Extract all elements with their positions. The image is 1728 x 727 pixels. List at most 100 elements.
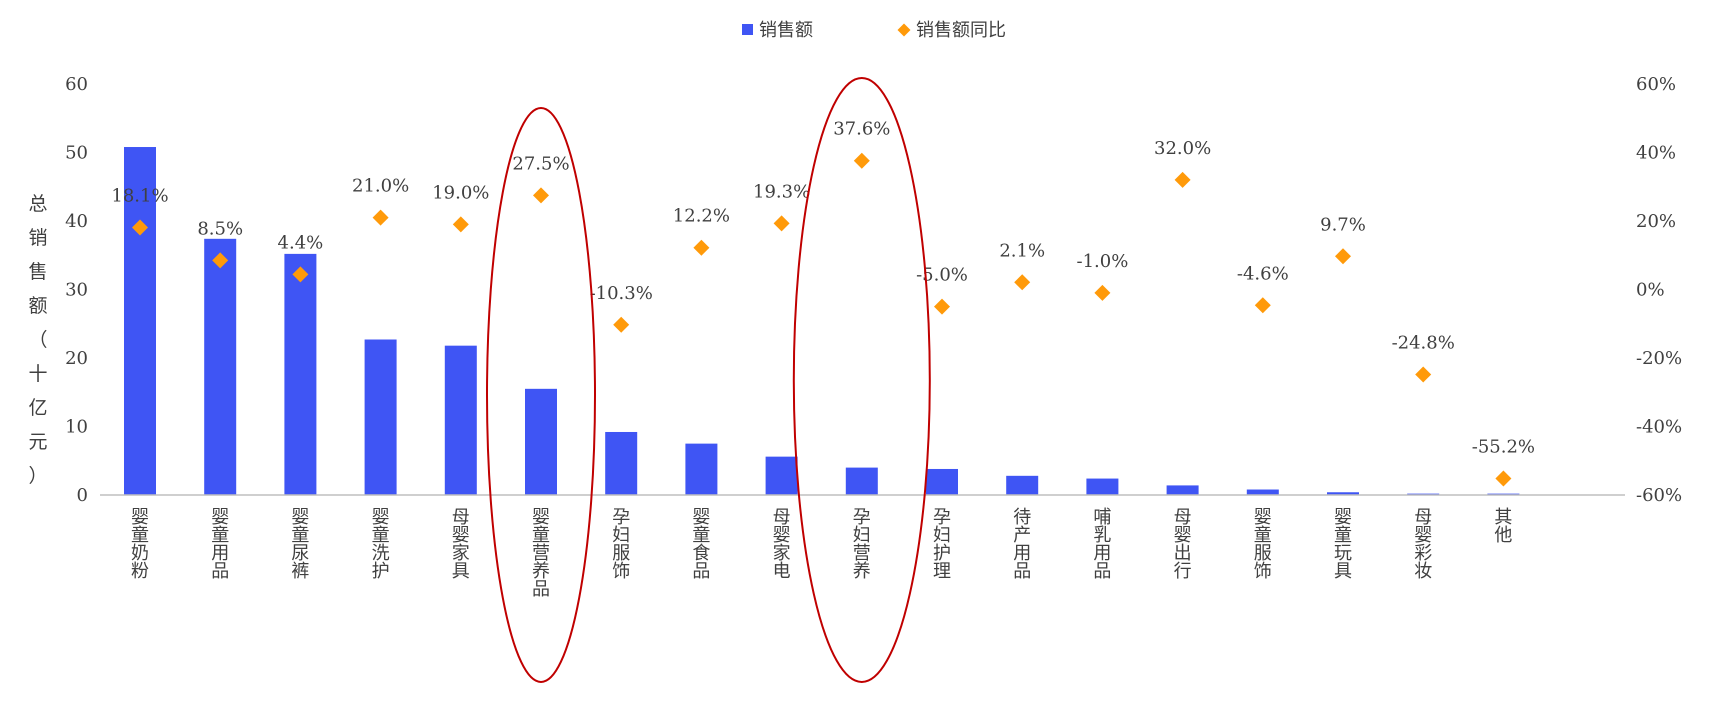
- category-label: 婴童服饰: [1254, 507, 1272, 582]
- category-label: 孕妇护理: [933, 507, 951, 582]
- y-tick-label: 20: [65, 348, 88, 369]
- highlight-ellipse: [486, 107, 596, 683]
- bar: [685, 443, 718, 495]
- bar: [444, 345, 477, 495]
- legend-label-sales: 销售额: [759, 20, 813, 41]
- bar: [124, 147, 156, 495]
- yoy-point: [853, 152, 870, 169]
- category-label: 婴童用品: [211, 507, 229, 582]
- yoy-point: [533, 187, 549, 204]
- yoy-point: [212, 252, 229, 269]
- y-axis-title-char: 售: [28, 261, 47, 283]
- y2-tick-label: -20%: [1636, 348, 1682, 369]
- yoy-point: [1335, 248, 1351, 265]
- bar: [1006, 475, 1039, 495]
- category-label: 婴童尿裤: [291, 507, 309, 582]
- y-tick-label: 50: [65, 143, 88, 164]
- category-label: 其他: [1494, 507, 1512, 546]
- category-label: 婴童营养品: [532, 507, 550, 600]
- y2-tick-label: 40%: [1636, 143, 1676, 164]
- bar: [926, 468, 958, 495]
- yoy-data-label: -1.0%: [1076, 251, 1128, 272]
- yoy-point: [1495, 470, 1512, 487]
- y-axis-title-char: ）: [28, 465, 47, 487]
- bar: [605, 431, 638, 495]
- bar: [364, 339, 397, 495]
- y2-tick-label: 0%: [1636, 280, 1665, 301]
- y-tick-label: 40: [65, 211, 88, 232]
- y-axis-right-ticks: -60% -40% -20% 0% 20% 40% 60%: [1636, 74, 1682, 506]
- yoy-point: [292, 266, 309, 283]
- bar: [765, 456, 798, 495]
- yoy-data-label: 9.7%: [1320, 214, 1366, 235]
- yoy-data-label: -4.6%: [1237, 263, 1289, 284]
- y-tick-label: 0: [77, 485, 88, 506]
- y-axis-title-char: 总: [28, 193, 47, 215]
- highlight-ellipse: [792, 77, 931, 683]
- yoy-point: [1094, 284, 1111, 301]
- legend-swatch-yoy: [897, 23, 911, 37]
- yoy-point: [934, 298, 950, 315]
- yoy-point: [613, 316, 630, 333]
- category-label: 母婴家电: [773, 507, 791, 582]
- yoy-data-label: 18.1%: [111, 186, 168, 207]
- yoy-data-label: 4.4%: [278, 232, 324, 253]
- bar: [1166, 485, 1199, 495]
- yoy-point: [693, 239, 710, 256]
- y-axis-title-char: 元: [28, 431, 47, 453]
- bar: [1086, 478, 1119, 495]
- bar: [845, 467, 878, 495]
- bar: [284, 253, 317, 495]
- y-axis-left-ticks: 0 10 20 30 40 50 60: [65, 74, 88, 506]
- bar: [1327, 492, 1359, 495]
- category-label: 孕妇营养: [853, 507, 871, 582]
- category-label: 母婴彩妆: [1414, 507, 1432, 582]
- y-axis-title-char: 十: [28, 363, 47, 385]
- yoy-data-label: 37.6%: [833, 119, 890, 140]
- yoy-data-label: 32.0%: [1154, 138, 1211, 159]
- yoy-point: [452, 216, 469, 233]
- y-axis-title-char: 亿: [28, 397, 47, 419]
- y-axis-title-char: 销: [28, 227, 47, 249]
- yoy-data-label: 21.0%: [352, 176, 409, 197]
- category-label: 母婴家具: [452, 507, 470, 582]
- yoy-data-label: 19.0%: [432, 182, 489, 203]
- legend-label-yoy: 销售额同比: [916, 20, 1006, 41]
- category-label: 待产用品: [1013, 507, 1031, 582]
- bar: [1246, 489, 1279, 495]
- y2-tick-label: 20%: [1636, 211, 1676, 232]
- yoy-data-labels: 18.1% 8.5% 4.4% 21.0% 19.0% 27.5% -10.3% 12.2% 1…: [111, 119, 1535, 458]
- y-tick-label: 30: [65, 280, 88, 301]
- legend: 销售额 销售额同比: [742, 20, 1006, 41]
- y2-tick-label: -60%: [1636, 485, 1682, 506]
- legend-swatch-sales: [742, 24, 753, 35]
- bar: [204, 238, 237, 495]
- yoy-data-label: -10.3%: [590, 283, 653, 304]
- yoy-data-label: 8.5%: [197, 218, 243, 239]
- y-tick-label: 10: [65, 417, 88, 438]
- yoy-data-label: -55.2%: [1472, 437, 1535, 458]
- category-label: 婴童奶粉: [131, 507, 149, 582]
- y2-tick-label: -40%: [1636, 417, 1682, 438]
- yoy-data-label: 2.1%: [999, 240, 1045, 261]
- category-label: 哺乳用品: [1093, 507, 1111, 582]
- y-axis-title-char: （: [28, 329, 47, 351]
- yoy-point: [1254, 297, 1271, 314]
- yoy-point: [1415, 366, 1432, 383]
- yoy-data-label: 19.3%: [753, 181, 810, 202]
- category-label: 婴童洗护: [372, 507, 390, 582]
- category-label: 婴童玩具: [1334, 507, 1352, 582]
- bar-series: [124, 147, 1520, 495]
- yoy-point: [372, 209, 389, 226]
- yoy-series: [132, 152, 1512, 487]
- yoy-data-label: 12.2%: [673, 206, 730, 227]
- yoy-data-label: -24.8%: [1392, 332, 1455, 353]
- bar: [525, 388, 557, 495]
- category-label: 母婴出行: [1174, 507, 1192, 582]
- category-label: 孕妇服饰: [612, 507, 630, 582]
- category-labels: 婴童奶粉 婴童用品 婴童尿裤 婴童洗护 母婴家具 婴童营养品 孕妇服饰 婴童食品 母婴家电 孕妇营…: [131, 507, 1512, 600]
- yoy-data-label: -5.0%: [916, 265, 968, 286]
- category-label: 婴童食品: [692, 507, 710, 582]
